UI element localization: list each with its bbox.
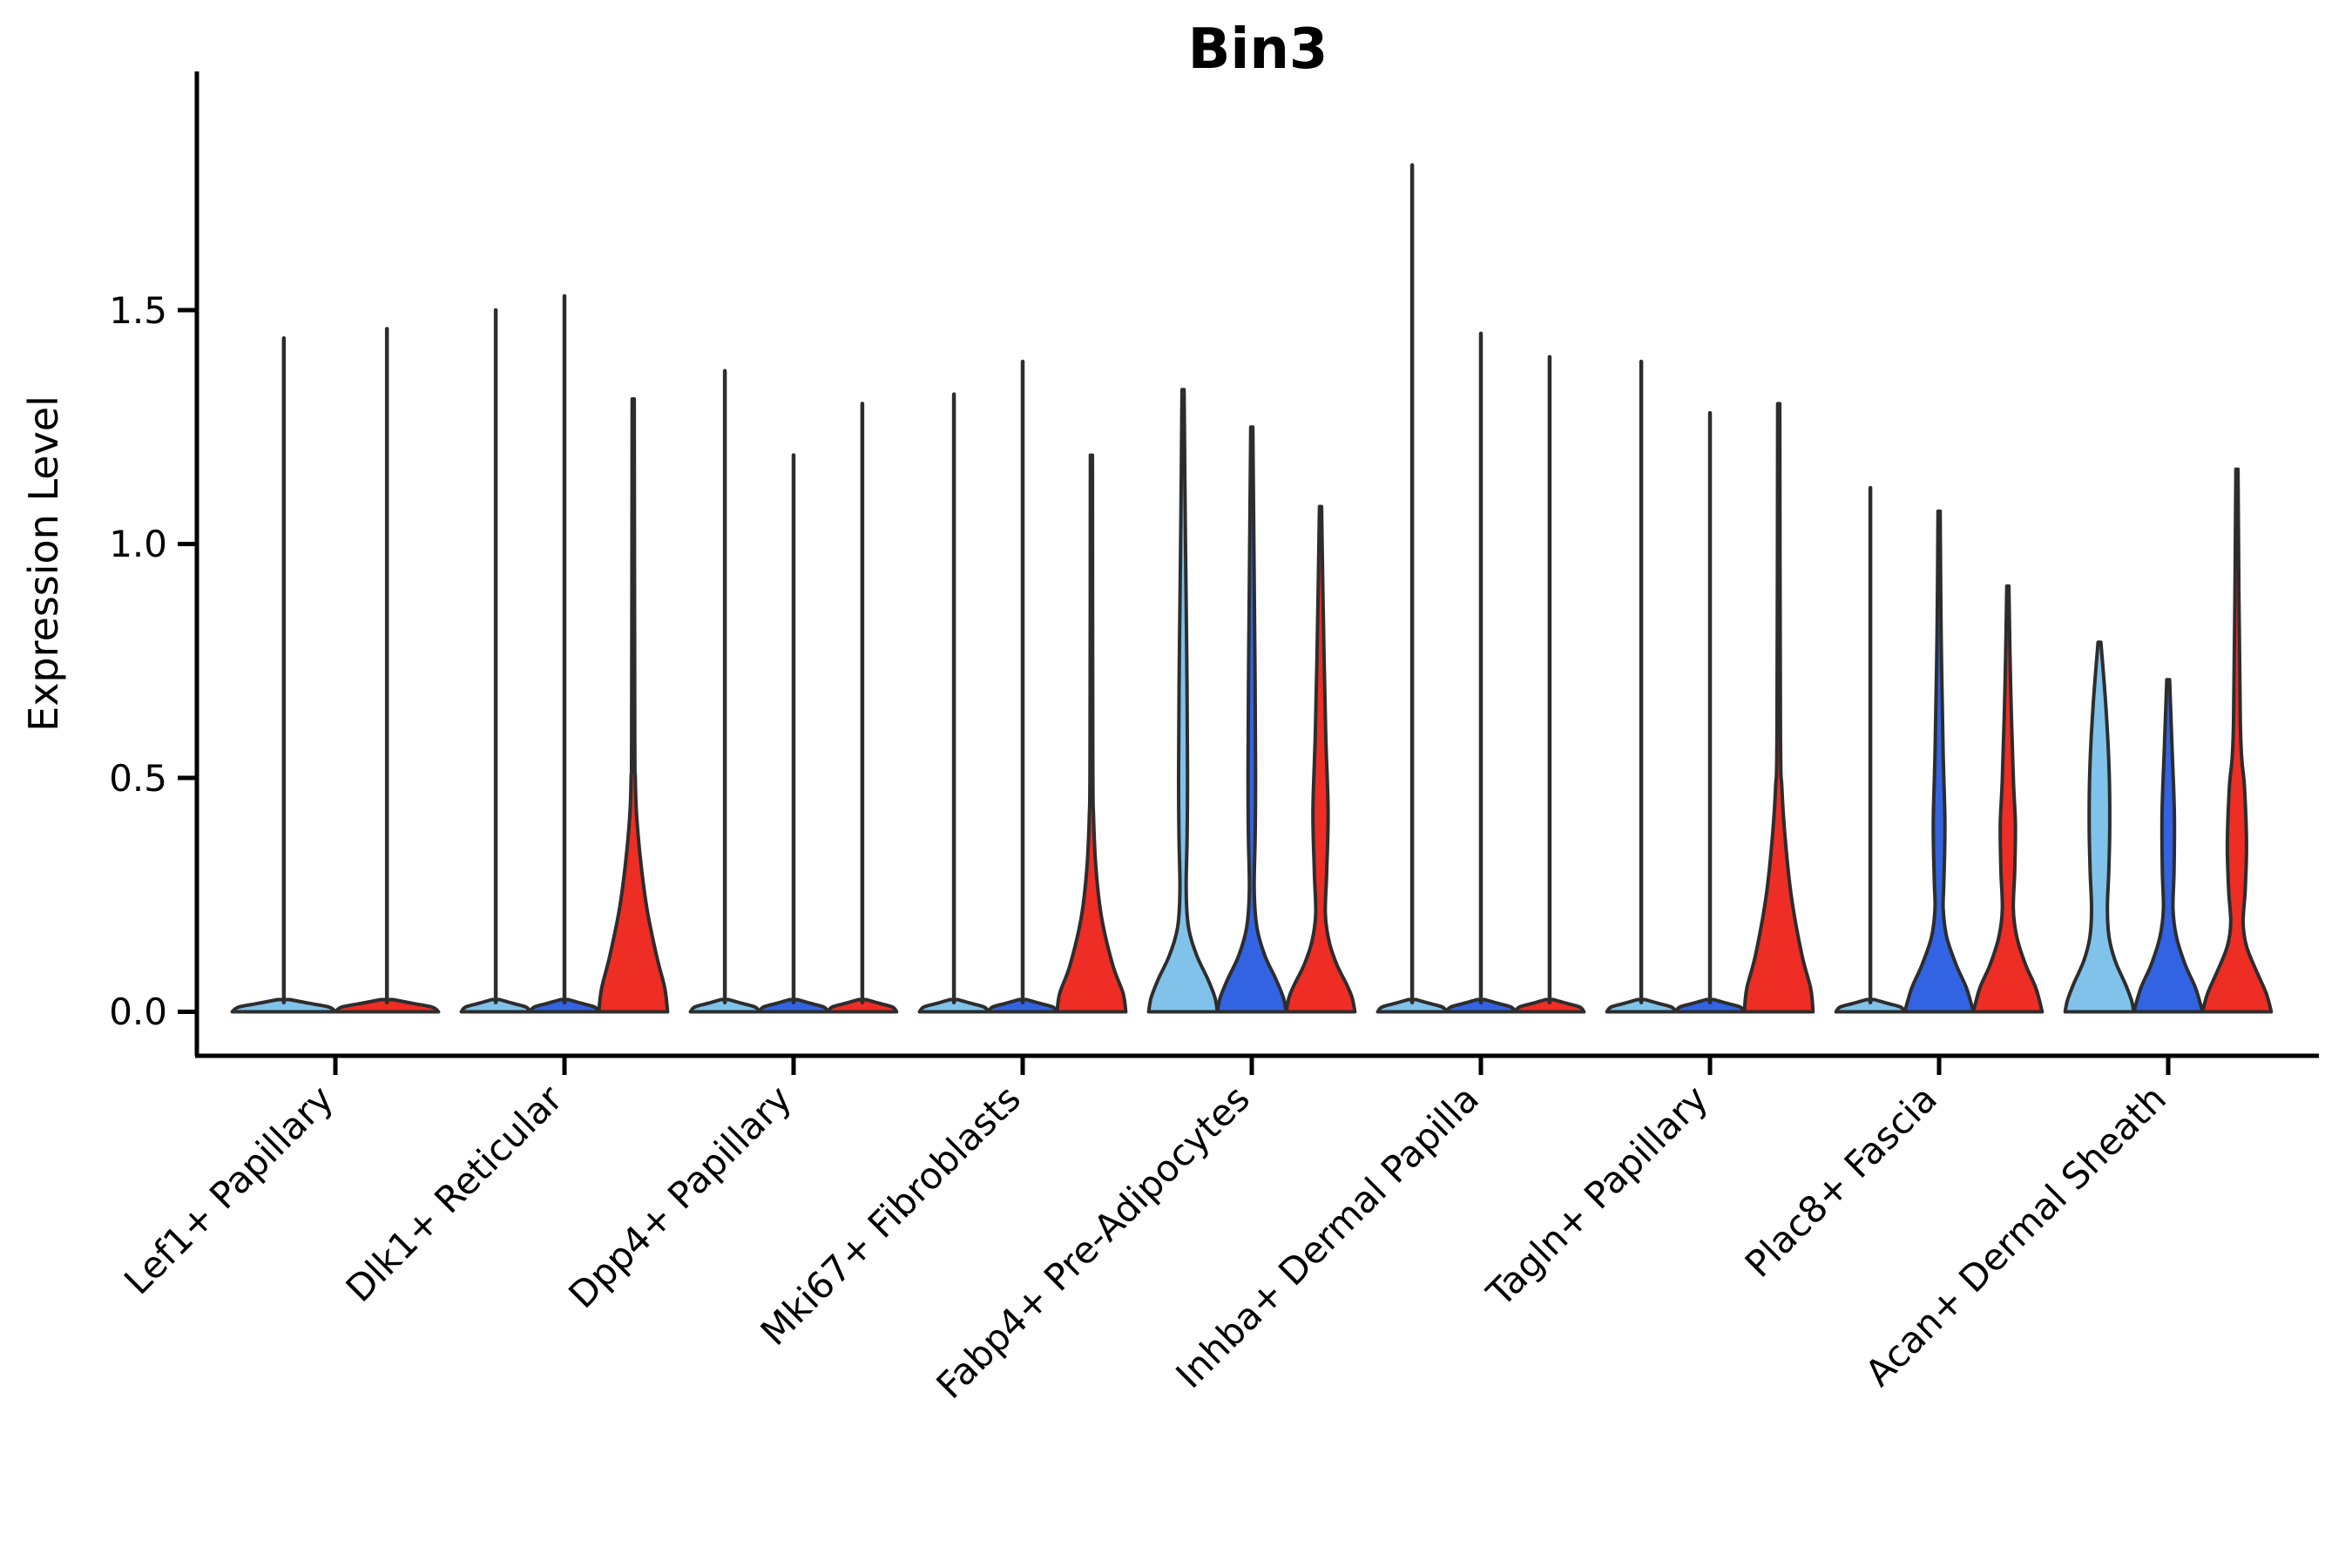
violin-dark — [1903, 509, 1976, 1014]
y-tick-label: 1.0 — [109, 523, 167, 565]
y-axis-label: Expression Level — [20, 395, 67, 732]
x-category-label: Mki67+ Fibroblasts — [753, 1077, 1029, 1353]
y-tick-label: 0.0 — [109, 990, 167, 1033]
violin-red — [1055, 453, 1128, 1014]
violin-red — [1971, 584, 2044, 1014]
violin-dark — [1215, 425, 1288, 1014]
x-category-label: Dpp4+ Papillary — [560, 1077, 800, 1316]
violin-red — [1513, 997, 1586, 1014]
chart-title: Bin3 — [1188, 17, 1328, 82]
x-category-label: Dlk1+ Reticular — [338, 1077, 571, 1310]
x-category-label: Lef1+ Papillary — [116, 1077, 341, 1302]
x-category-label: Plac8+ Fascia — [1737, 1077, 1945, 1285]
violin-red — [826, 997, 899, 1014]
axes-layer — [178, 71, 2319, 1075]
x-category-label: Tagln+ Papillary — [1478, 1077, 1716, 1315]
violin-light — [1146, 388, 1220, 1014]
violin-red — [1742, 402, 1815, 1014]
violin-red — [334, 997, 441, 1014]
violin-red — [597, 397, 670, 1014]
violin-light — [2063, 640, 2136, 1014]
y-tick-label: 1.5 — [109, 289, 167, 332]
y-tick-label: 0.5 — [109, 757, 167, 800]
violin-dark — [2132, 678, 2205, 1014]
violin-red — [2200, 467, 2274, 1014]
violins-layer — [230, 163, 2274, 1014]
violin-red — [1284, 504, 1357, 1014]
